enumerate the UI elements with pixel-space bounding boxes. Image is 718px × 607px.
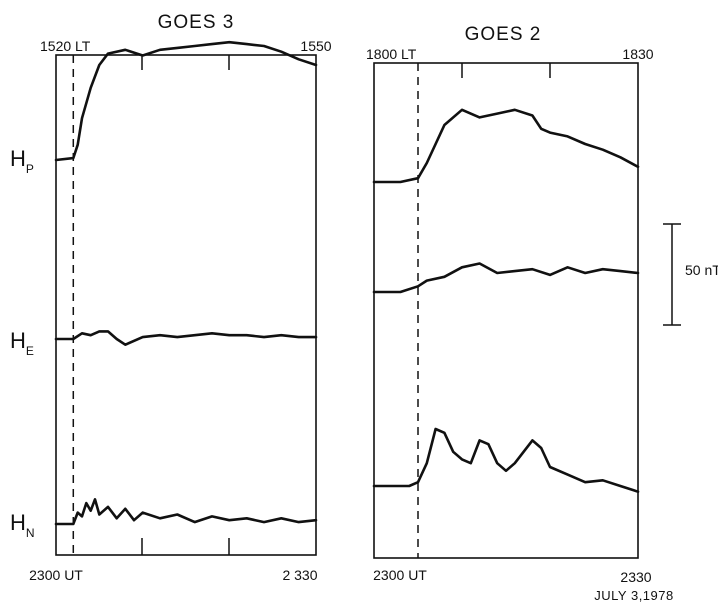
- goes2-title: GOES 2: [465, 24, 542, 45]
- goes3-ut-end-label: 2 330: [282, 567, 317, 583]
- goes3-he-trace: [54, 330, 318, 346]
- goes2-plot-frame: [373, 62, 639, 559]
- goes2-he-trace: [372, 262, 640, 294]
- goes2-panel: GOES 2 1800 LT 1830 2300 UT 2330: [366, 24, 654, 585]
- scale-bar-label: 50 nT: [685, 262, 718, 278]
- goes3-lt-end-label: 1550: [300, 38, 331, 54]
- goes2-hn-trace: [372, 427, 640, 493]
- goes3-time-ticks: [141, 55, 230, 555]
- goes2-ut-start-label: 2300 UT: [373, 567, 427, 583]
- svg-text:HN: HN: [10, 510, 35, 540]
- goes3-title: GOES 3: [158, 12, 235, 33]
- goes3-hp-trace: [54, 40, 318, 162]
- he-component-label: HE: [10, 328, 34, 358]
- svg-text:HP: HP: [10, 146, 34, 176]
- goes2-lt-end-label: 1830: [622, 46, 653, 62]
- goes3-hn-trace: [54, 498, 318, 526]
- goes2-time-ticks: [461, 63, 551, 78]
- goes3-plot-frame: [55, 54, 317, 556]
- goes2-lt-start-label: 1800 LT: [366, 46, 417, 62]
- hp-component-label: HP: [10, 146, 34, 176]
- goes2-hp-trace: [372, 108, 640, 184]
- svg-text:HE: HE: [10, 328, 34, 358]
- goes3-lt-start-label: 1520 LT: [40, 38, 91, 54]
- goes3-panel: GOES 3 1520 LT 1550 2300 UT 2 330: [29, 12, 332, 583]
- scale-bar: 50 nT: [663, 223, 718, 326]
- goes2-ut-end-label: 2330: [620, 569, 651, 585]
- date-label: JULY 3,1978: [594, 588, 673, 603]
- hn-component-label: HN: [10, 510, 35, 540]
- goes3-ut-start-label: 2300 UT: [29, 567, 83, 583]
